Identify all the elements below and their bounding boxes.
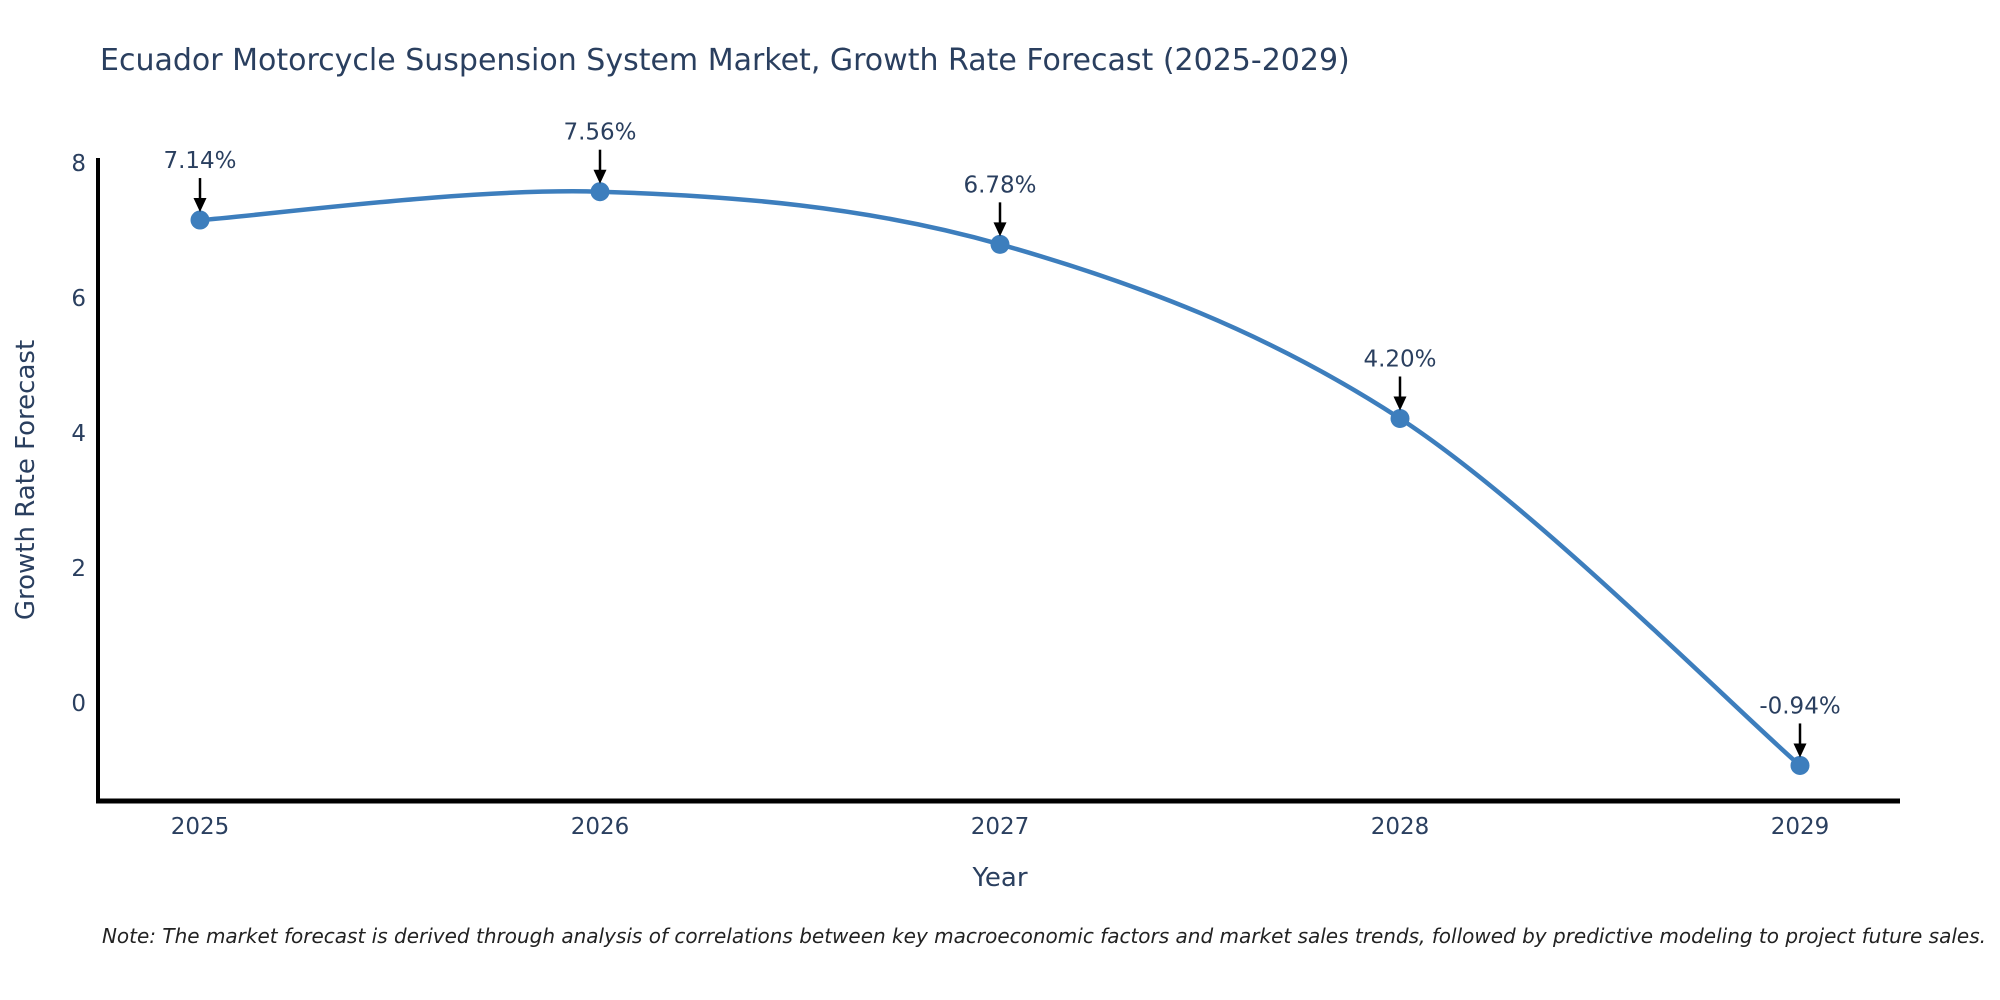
annotation-arrowhead <box>593 169 607 184</box>
forecast-line <box>197 189 1803 768</box>
x-tick-label: 2026 <box>571 814 630 840</box>
y-tick-label: 4 <box>71 421 86 447</box>
y-tick-label: 0 <box>71 691 86 717</box>
data-point-marker <box>190 210 210 230</box>
annotation-arrowhead <box>193 198 207 213</box>
y-tick-label: 6 <box>71 286 86 312</box>
x-tick-label: 2029 <box>1771 814 1830 840</box>
annotation-arrowhead <box>993 222 1007 237</box>
y-axis-title: Growth Rate Forecast <box>11 340 41 620</box>
data-point-label: 7.14% <box>163 148 236 174</box>
data-point-marker <box>1790 755 1810 775</box>
data-point-marker <box>1390 409 1410 428</box>
data-point-marker <box>990 234 1010 254</box>
annotation-arrowhead <box>1793 743 1807 758</box>
data-point-label: 6.78% <box>963 172 1036 198</box>
x-tick-label: 2028 <box>1371 814 1430 840</box>
x-axis-title: Year <box>971 863 1027 893</box>
y-tick-label: 2 <box>71 556 86 582</box>
annotation-arrowhead <box>1393 396 1407 411</box>
chart-title: Ecuador Motorcycle Suspension System Mar… <box>100 43 1350 78</box>
data-point-label: 7.56% <box>563 120 636 146</box>
data-point-label: 4.20% <box>1363 347 1436 373</box>
x-tick-label: 2027 <box>971 814 1030 840</box>
data-point-label: -0.94% <box>1759 693 1840 719</box>
footnote: Note: The market forecast is derived thr… <box>101 924 1986 948</box>
y-tick-label: 8 <box>71 151 86 177</box>
x-tick-label: 2025 <box>171 814 230 840</box>
data-point-marker <box>590 182 610 202</box>
